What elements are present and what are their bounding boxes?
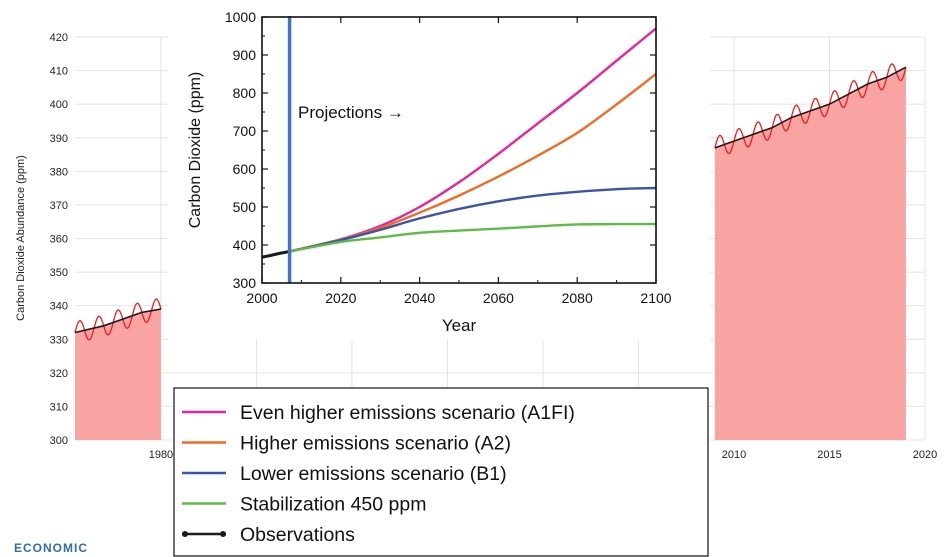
y-tick-label: 310 [50, 401, 68, 413]
y-tick-label: 1000 [225, 9, 256, 25]
y-tick-label: 320 [50, 368, 68, 380]
y-tick-label: 500 [233, 199, 257, 215]
legend: Even higher emissions scenario (A1FI) Hig… [173, 387, 709, 557]
x-tick-label: 1980 [149, 449, 173, 461]
y-tick-label: 350 [50, 267, 68, 279]
area-fill [75, 309, 161, 440]
y-tick-label: 360 [50, 234, 68, 246]
y-tick-label: 900 [233, 47, 257, 63]
legend-label: Even higher emissions scenario (A1FI) [240, 402, 575, 424]
y-tick-label: 390 [50, 133, 68, 145]
x-tick-label: 2040 [404, 290, 435, 306]
legend-label: Stabilization 450 ppm [240, 494, 426, 516]
y-tick-label: 410 [50, 66, 68, 78]
y-tick-label: 380 [50, 166, 68, 178]
observed-seasonal-line [74, 298, 162, 341]
inset-plot [262, 27, 656, 259]
legend-label: Observations [240, 524, 355, 546]
x-tick-label: 2000 [246, 290, 277, 306]
y-tick-label: 800 [233, 85, 257, 101]
y-tick-label: 600 [233, 161, 257, 177]
y-axis-label: Carbon Dioxide Abundance (ppm) [15, 155, 27, 321]
x-tick-label: 2010 [722, 449, 746, 461]
trend-line [74, 308, 162, 334]
x-tick-label: 2015 [817, 449, 841, 461]
legend-marker [182, 531, 188, 537]
inset-projection-chart: 2000 2020 2040 2060 2080 2100 300 400 500 600 700 8… [168, 0, 710, 340]
legend-box [173, 387, 709, 557]
y-tick-label: 370 [50, 200, 68, 212]
x-tick-label: 2100 [640, 290, 671, 306]
legend-marker [220, 531, 226, 537]
legend-label: Higher emissions scenario (A2) [240, 433, 511, 455]
observations-line [262, 249, 290, 259]
y-tick-label: 300 [50, 435, 68, 447]
x-tick-label: 2060 [483, 290, 514, 306]
area-fill [714, 67, 906, 440]
projections-annotation: Projections → [298, 103, 404, 122]
legend-label: Lower emissions scenario (B1) [240, 463, 507, 485]
x-axis-label: Year [442, 316, 477, 335]
series-line-4 [289, 222, 656, 253]
trend-line [714, 66, 907, 149]
y-axis-label: Carbon Dioxide (ppm) [187, 72, 204, 229]
y-tick-label: 700 [233, 123, 257, 139]
y-tick-label: 300 [233, 275, 257, 291]
footer-text: ECONOMIC [14, 541, 88, 555]
x-tick-label: 2020 [325, 290, 356, 306]
y-tick-label: 400 [233, 237, 257, 253]
y-tick-label: 330 [50, 334, 68, 346]
y-tick-label: 400 [50, 99, 68, 111]
x-tick-label: 2080 [562, 290, 593, 306]
series-line-3 [289, 186, 656, 253]
x-tick-label: 2020 [913, 449, 937, 461]
y-tick-label: 340 [50, 301, 68, 313]
y-tick-label: 420 [50, 32, 68, 44]
